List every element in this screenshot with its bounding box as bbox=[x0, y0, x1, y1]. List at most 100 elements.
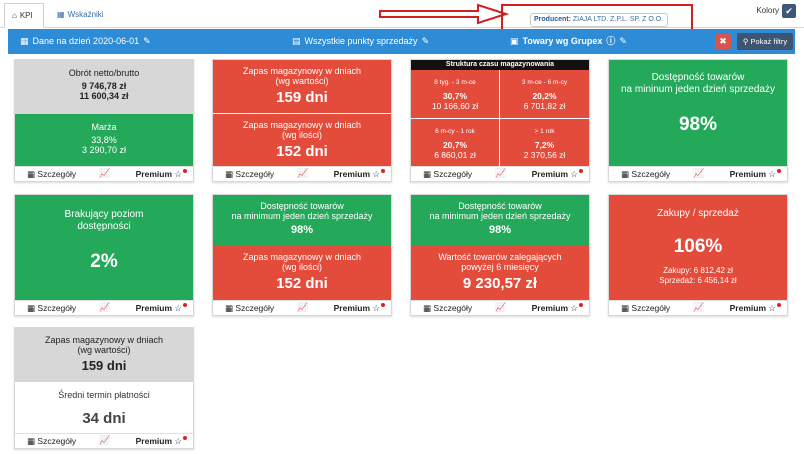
tab-kpi[interactable]: ⌂ KPI bbox=[4, 3, 44, 28]
card-footer: ▦ Szczegóły 📈 Premium ☆ bbox=[213, 300, 391, 315]
structure-cell: 6 m-cy - 1 rok 20,7% 6 860,01 zł bbox=[411, 119, 500, 167]
inventory-value-sub: (wg wartości) bbox=[77, 345, 131, 355]
availability-sub: na minimum jeden dzień sprzedaży bbox=[429, 211, 571, 221]
filter-bar: ▦ Dane na dzień 2020-06-01 ✎ ▤ Wszystkie pu… bbox=[8, 29, 795, 54]
producer-tooltip: Producent: ZIAJA LTD. Z.P.L. SP. Z O.O. bbox=[530, 13, 668, 27]
info-icon[interactable]: ⓘ bbox=[606, 36, 616, 46]
details-button[interactable]: ▦ Szczegóły bbox=[621, 169, 671, 179]
payment-term-section: Średni termin płatności 34 dni bbox=[15, 382, 193, 434]
inventory-qty-section: Zapas magazynowy w dniach (wg ilości) 15… bbox=[213, 245, 391, 301]
trend-chart-icon[interactable]: 📈 bbox=[693, 168, 705, 178]
card-availability-inventory: Dostępność towarów na minimum jeden dzie… bbox=[212, 194, 392, 316]
structure-cell-percent: 20,7% bbox=[442, 140, 468, 150]
clear-filters-button[interactable]: ✖ bbox=[715, 34, 731, 49]
structure-cell-value: 6 701,82 zł bbox=[523, 101, 566, 111]
inventory-value-label: Zapas magazynowy w dniach bbox=[44, 335, 164, 345]
missing-section: Brakujący poziom dostępności 2% bbox=[15, 195, 193, 301]
show-filters-label: Pokaż filtry bbox=[750, 37, 788, 46]
availability-section: Dostępność towarów na mininum jeden dzie… bbox=[609, 60, 787, 167]
premium-label: Premium bbox=[729, 303, 767, 313]
card-availability: Dostępność towarów na mininum jeden dzie… bbox=[608, 59, 788, 182]
inventory-value-section: Zapas magazynowy w dniach (wg wartości) … bbox=[213, 60, 391, 114]
details-label: Szczegóły bbox=[37, 169, 77, 179]
card-footer: ▦ Szczegóły 📈 Premium ☆ bbox=[609, 166, 787, 181]
details-button[interactable]: ▦ Szczegóły bbox=[27, 303, 77, 313]
inventory-qty-sub: (wg ilości) bbox=[281, 130, 322, 140]
edit-icon[interactable]: ✎ bbox=[421, 36, 430, 46]
purchases-section: Zakupy / sprzedaż 106% Zakupy: 6 812,42 … bbox=[609, 195, 787, 301]
card-footer: ▦ Szczegóły 📈 Premium ☆ bbox=[15, 300, 193, 315]
structure-title: Struktura czasu magazynowania bbox=[411, 60, 589, 70]
premium-button[interactable]: Premium ☆ bbox=[730, 169, 781, 180]
margin-label: Marża bbox=[91, 122, 117, 132]
filter-group[interactable]: ▣ Towary wg Grupex ⓘ ✎ bbox=[510, 29, 627, 54]
missing-sub: dostępności bbox=[77, 221, 131, 232]
turnover-section: Obrót netto/brutto 9 746,78 zł 11 600,34… bbox=[15, 60, 193, 114]
structure-cell-range: 8 tyg. - 3 m-ce bbox=[434, 79, 476, 86]
structure-cell-percent: 7,2% bbox=[534, 140, 555, 150]
premium-button[interactable]: Premium ☆ bbox=[334, 169, 385, 180]
turnover-gross: 11 600,34 zł bbox=[79, 91, 129, 101]
trend-chart-icon[interactable]: 📈 bbox=[297, 168, 309, 178]
card-footer: ▦ Szczegóły 📈 Premium ☆ bbox=[609, 300, 787, 315]
trend-chart-icon[interactable]: 📈 bbox=[495, 302, 507, 312]
card-inventory-payment-term: Zapas magazynowy w dniach (wg wartości) … bbox=[14, 327, 194, 449]
premium-button[interactable]: Premium ☆ bbox=[532, 303, 583, 314]
edit-icon[interactable]: ✎ bbox=[143, 36, 151, 46]
margin-percent: 33,8% bbox=[91, 135, 117, 145]
details-label: Szczegóły bbox=[631, 303, 671, 313]
details-button[interactable]: ▦ Szczegóły bbox=[225, 169, 275, 179]
annotation-arrow bbox=[379, 3, 510, 25]
table-icon: ▦ bbox=[57, 10, 65, 19]
show-filters-button[interactable]: ⚲ Pokaż filtry bbox=[737, 33, 793, 50]
calendar-icon: ▦ bbox=[20, 36, 29, 46]
structure-cell: 8 tyg. - 3 m-ce 30,7% 10 166,60 zł bbox=[411, 70, 500, 119]
filter-group-label: Towary wg Grupex bbox=[522, 36, 603, 46]
turnover-net: 9 746,78 zł bbox=[81, 81, 127, 91]
edit-icon[interactable]: ✎ bbox=[619, 36, 627, 46]
premium-button[interactable]: Premium ☆ bbox=[136, 303, 187, 314]
trend-chart-icon[interactable]: 📈 bbox=[297, 302, 309, 312]
tab-security-indicators[interactable]: ▦Wskaźniki bezpieczeństwa✖ bbox=[50, 3, 158, 42]
details-label: Szczegóły bbox=[37, 303, 77, 313]
structure-cell-value: 2 370,56 zł bbox=[523, 150, 566, 160]
availability-section: Dostępność towarów na minimum jeden dzie… bbox=[213, 195, 391, 245]
structure-cell: > 1 rok 7,2% 2 370,56 zł bbox=[500, 119, 589, 167]
filter-date[interactable]: ▦ Dane na dzień 2020-06-01 ✎ bbox=[20, 29, 151, 54]
purchases-ratio: 106% bbox=[673, 236, 723, 257]
details-button[interactable]: ▦ Szczegóły bbox=[27, 436, 77, 446]
premium-label: Premium bbox=[333, 303, 371, 313]
structure-cell-range: 6 m-cy - 1 rok bbox=[435, 128, 475, 135]
trend-chart-icon[interactable]: 📈 bbox=[99, 168, 111, 178]
premium-button[interactable]: Premium ☆ bbox=[532, 169, 583, 180]
trend-chart-icon[interactable]: 📈 bbox=[693, 302, 705, 312]
trend-chart-icon[interactable]: 📈 bbox=[99, 302, 111, 312]
details-label: Szczegóły bbox=[631, 169, 671, 179]
availability-value: 98% bbox=[488, 224, 512, 236]
tab-kpi-label: KPI bbox=[19, 11, 33, 20]
colors-label: Kolory bbox=[756, 6, 779, 16]
trend-chart-icon[interactable]: 📈 bbox=[495, 168, 507, 178]
details-button[interactable]: ▦ Szczegóły bbox=[27, 169, 77, 179]
payment-term-value: 34 dni bbox=[82, 410, 126, 427]
briefcase-icon: ▣ bbox=[510, 36, 519, 46]
premium-button[interactable]: Premium ☆ bbox=[136, 436, 187, 447]
premium-button[interactable]: Premium ☆ bbox=[334, 303, 385, 314]
tooltip-key: Producent: bbox=[534, 16, 571, 23]
inventory-qty-days: 152 dni bbox=[276, 275, 328, 292]
details-button[interactable]: ▦ Szczegóły bbox=[423, 169, 473, 179]
details-button[interactable]: ▦ Szczegóły bbox=[621, 303, 671, 313]
details-button[interactable]: ▦ Szczegóły bbox=[423, 303, 473, 313]
premium-label: Premium bbox=[531, 303, 569, 313]
margin-section: Marża 33,8% 3 290,70 zł bbox=[15, 114, 193, 167]
filter-points[interactable]: ▤ Wszystkie punkty sprzedaży ✎ bbox=[292, 29, 429, 54]
trend-chart-icon[interactable]: 📈 bbox=[99, 435, 111, 445]
premium-button[interactable]: Premium ☆ bbox=[730, 303, 781, 314]
premium-button[interactable]: Premium ☆ bbox=[136, 169, 187, 180]
colors-checkbox[interactable]: ✔ bbox=[782, 4, 796, 18]
details-button[interactable]: ▦ Szczegóły bbox=[225, 303, 275, 313]
inventory-value-sub: (wg wartości) bbox=[275, 76, 329, 86]
turnover-label: Obrót netto/brutto bbox=[68, 68, 140, 78]
structure-cell-percent: 20,2% bbox=[532, 91, 557, 101]
inventory-qty-days: 152 dni bbox=[276, 143, 328, 160]
